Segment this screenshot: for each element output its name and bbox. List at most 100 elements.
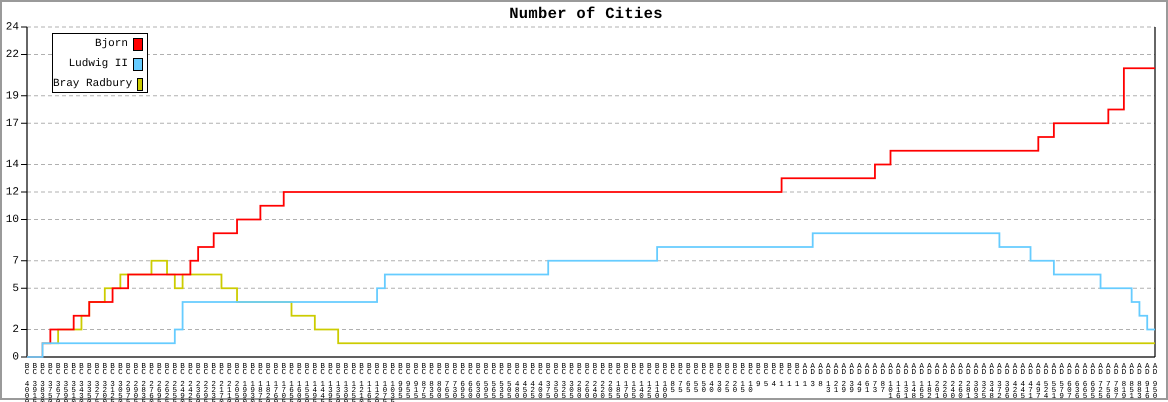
svg-text:BC 1445: BC 1445 — [320, 363, 325, 402]
svg-text:BC 955: BC 955 — [406, 363, 411, 401]
svg-text:BC 375: BC 375 — [546, 363, 551, 401]
svg-text:BC 3200: BC 3200 — [103, 363, 108, 402]
svg-text:BC 2490: BC 2490 — [180, 363, 185, 402]
svg-text:AD 950: AD 950 — [1153, 363, 1158, 401]
svg-text:AD 420: AD 420 — [1013, 363, 1018, 401]
svg-text:BC 5: BC 5 — [764, 363, 769, 389]
svg-text:AD 471: AD 471 — [1028, 363, 1033, 401]
svg-text:BC 2170: BC 2170 — [219, 363, 224, 402]
svg-text:BC 155: BC 155 — [632, 363, 637, 401]
svg-text:BC 1350: BC 1350 — [336, 363, 341, 402]
svg-text:BC 3750: BC 3750 — [48, 363, 53, 402]
svg-text:BC 2760: BC 2760 — [149, 363, 154, 402]
svg-text:BC 1930: BC 1930 — [250, 363, 255, 402]
svg-text:AD 73: AD 73 — [873, 363, 878, 395]
svg-text:BC 4: BC 4 — [772, 363, 777, 389]
svg-text:5: 5 — [12, 283, 19, 295]
svg-text:BC 30: BC 30 — [717, 363, 722, 395]
svg-text:BC 40: BC 40 — [709, 363, 714, 395]
svg-text:AD 607: AD 607 — [1067, 363, 1072, 401]
svg-text:BC 1120: BC 1120 — [375, 363, 380, 402]
svg-text:BC 995: BC 995 — [398, 363, 403, 401]
svg-text:BC 3350: BC 3350 — [87, 363, 92, 402]
svg-text:AD 756: AD 756 — [1106, 363, 1111, 401]
svg-text:BC 1255: BC 1255 — [351, 363, 356, 402]
svg-text:BC 10: BC 10 — [748, 363, 753, 395]
svg-text:BC 3050: BC 3050 — [118, 363, 123, 402]
svg-text:AD 1: AD 1 — [803, 363, 808, 389]
svg-text:BC 3510: BC 3510 — [71, 363, 76, 402]
svg-text:BC 2235: BC 2235 — [211, 363, 216, 402]
svg-text:BC 1: BC 1 — [795, 363, 800, 389]
svg-text:BC 835: BC 835 — [429, 363, 434, 401]
svg-text:AD 787: AD 787 — [1114, 363, 1119, 401]
svg-text:AD 851: AD 851 — [1129, 363, 1134, 401]
svg-text:AD 819: AD 819 — [1122, 363, 1127, 401]
svg-text:AD 445: AD 445 — [1020, 363, 1025, 401]
svg-text:10: 10 — [6, 214, 19, 226]
svg-text:AD 372: AD 372 — [997, 363, 1002, 401]
svg-text:BC 1: BC 1 — [779, 363, 784, 389]
svg-text:7: 7 — [12, 255, 19, 267]
svg-text:BC 695: BC 695 — [460, 363, 465, 401]
svg-text:BC 185: BC 185 — [616, 363, 621, 401]
svg-text:AD 29: AD 29 — [842, 363, 847, 395]
svg-text:BC 425: BC 425 — [530, 363, 535, 401]
svg-text:2: 2 — [12, 324, 19, 336]
svg-text:BC 1395: BC 1395 — [328, 363, 333, 402]
svg-text:BC 565: BC 565 — [491, 363, 496, 401]
svg-text:AD 220: AD 220 — [943, 363, 948, 401]
svg-text:BC 2905: BC 2905 — [134, 363, 139, 402]
svg-text:BC 2360: BC 2360 — [196, 363, 201, 402]
svg-text:24: 24 — [6, 22, 20, 34]
svg-text:AD 3: AD 3 — [810, 363, 815, 389]
svg-text:AD 240: AD 240 — [950, 363, 955, 401]
svg-text:BC 1875: BC 1875 — [258, 363, 263, 402]
svg-text:BC 25: BC 25 — [725, 363, 730, 395]
svg-text:BC 1210: BC 1210 — [359, 363, 364, 402]
svg-text:BC 1705: BC 1705 — [281, 363, 286, 402]
svg-text:AD 101: AD 101 — [888, 363, 893, 401]
svg-text:BC 2050: BC 2050 — [235, 363, 240, 402]
svg-text:BC 65: BC 65 — [686, 363, 691, 395]
svg-text:AD 87: AD 87 — [880, 363, 885, 395]
svg-text:12: 12 — [6, 187, 19, 199]
svg-text:BC 2295: BC 2295 — [204, 363, 209, 402]
svg-text:AD 201: AD 201 — [935, 363, 940, 401]
svg-text:BC 3670: BC 3670 — [56, 363, 61, 402]
svg-text:BC 20: BC 20 — [733, 363, 738, 395]
svg-text:BC 260: BC 260 — [585, 363, 590, 401]
svg-text:BC 2625: BC 2625 — [165, 363, 170, 402]
svg-text:BC 220: BC 220 — [600, 363, 605, 401]
svg-text:19: 19 — [6, 90, 19, 102]
svg-text:BC 9: BC 9 — [756, 363, 761, 389]
svg-text:AD 148: AD 148 — [912, 363, 917, 401]
svg-text:BC 1820: BC 1820 — [266, 363, 271, 402]
svg-text:BC 400: BC 400 — [538, 363, 543, 401]
svg-text:AD 579: AD 579 — [1059, 363, 1064, 401]
svg-text:BC 15: BC 15 — [740, 363, 745, 395]
svg-text:BC 1550: BC 1550 — [305, 363, 310, 402]
svg-text:AD 348: AD 348 — [989, 363, 994, 401]
svg-text:BC 915: BC 915 — [414, 363, 419, 401]
svg-text:AD 182: AD 182 — [927, 363, 932, 401]
svg-text:AD 325: AD 325 — [982, 363, 987, 401]
svg-text:BC 1495: BC 1495 — [313, 363, 318, 402]
svg-text:BC 3830: BC 3830 — [40, 363, 45, 402]
svg-text:BC 85: BC 85 — [670, 363, 675, 395]
svg-text:BC 1760: BC 1760 — [274, 363, 279, 402]
svg-text:BC 3915: BC 3915 — [32, 363, 37, 402]
svg-text:BC 875: BC 875 — [421, 363, 426, 401]
svg-text:BC 480: BC 480 — [515, 363, 520, 401]
svg-text:BC 1600: BC 1600 — [297, 363, 302, 402]
svg-text:AD 725: AD 725 — [1098, 363, 1103, 401]
svg-text:BC 765: BC 765 — [445, 363, 450, 401]
svg-text:BC 100: BC 100 — [663, 363, 668, 401]
svg-text:BC 595: BC 595 — [484, 363, 489, 401]
svg-text:BC 55: BC 55 — [694, 363, 699, 395]
svg-text:BC 205: BC 205 — [608, 363, 613, 401]
svg-text:BC 1165: BC 1165 — [367, 363, 372, 402]
svg-text:AD 49: AD 49 — [857, 363, 862, 395]
svg-text:BC 2975: BC 2975 — [126, 363, 131, 402]
svg-text:AD 303: AD 303 — [974, 363, 979, 401]
